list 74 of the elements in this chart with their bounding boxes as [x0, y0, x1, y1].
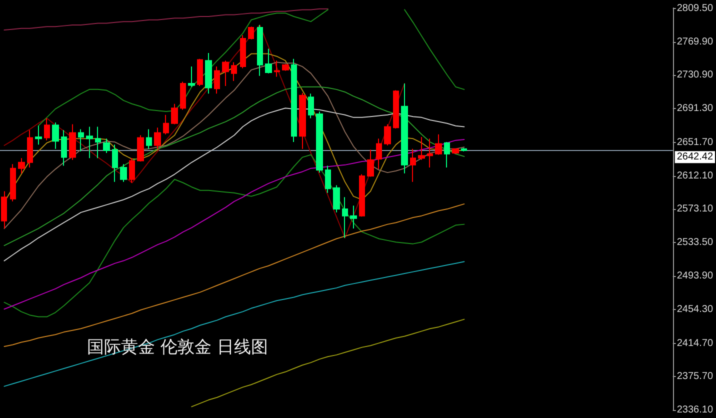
line-series: [4, 8, 328, 31]
y-tick-label: 2454.30: [676, 304, 714, 316]
candlestick: [427, 138, 433, 168]
candlestick: [325, 165, 331, 194]
candlestick: [444, 142, 450, 168]
y-tick-label: 2651.70: [676, 136, 714, 148]
candlestick: [129, 158, 135, 184]
candlestick: [163, 114, 169, 135]
candlestick: [452, 148, 459, 154]
candlestick: [154, 127, 161, 150]
line-series: [4, 108, 465, 262]
candlestick: [112, 144, 118, 182]
y-tick-label: 2375.70: [676, 370, 714, 382]
y-tick-label: 2414.70: [676, 338, 714, 349]
candlestick: [410, 148, 416, 182]
candlestick: [86, 126, 93, 159]
candlestick: [265, 48, 272, 74]
candlestick: [10, 164, 16, 202]
candlestick: [350, 205, 357, 230]
candlestick: [52, 122, 59, 150]
candlestick: [435, 134, 442, 156]
candlestick: [342, 196, 348, 238]
candlestick: [299, 92, 306, 150]
candlestick: [461, 147, 467, 152]
candlestick: [240, 34, 246, 69]
candlestick: [316, 110, 323, 174]
candlestick: [418, 136, 425, 160]
candlestick: [18, 158, 25, 174]
candlestick: [205, 52, 212, 94]
ref-line-label: 2642.42: [676, 152, 714, 163]
candlestick: [367, 149, 374, 178]
candlestick: [359, 174, 365, 218]
y-tick-label: 2336.10: [676, 404, 714, 416]
candlestick: [146, 128, 152, 150]
candlestick: [103, 138, 110, 154]
candlestick: [401, 82, 408, 174]
candlestick: [248, 26, 254, 40]
candlestick: [393, 90, 399, 129]
candlestick: [188, 66, 195, 88]
candlestick: [78, 128, 84, 152]
candlestick: [376, 138, 382, 170]
candlestick: [214, 66, 220, 94]
candlestick: [274, 60, 280, 78]
candlestick: [231, 62, 237, 82]
y-tick-label: 2493.90: [676, 270, 714, 282]
candlestick: [61, 130, 67, 166]
y-tick-label: 2533.50: [676, 237, 714, 248]
y-tick-label: 2612.10: [676, 170, 714, 182]
candlestick: [69, 124, 76, 160]
candlestick: [282, 63, 289, 72]
candlestick: [180, 81, 186, 110]
line-series: [4, 261, 465, 387]
candlestick: [35, 125, 42, 146]
candlestick: [257, 24, 263, 76]
line-series: [4, 62, 465, 230]
candlestick: [308, 93, 314, 119]
y-tick-label: 2769.90: [676, 36, 714, 48]
candlestick: [222, 60, 229, 87]
y-tick-label: 2691.30: [676, 103, 714, 114]
y-tick-label: 2573.10: [676, 203, 714, 214]
y-tick-label: 2809.50: [676, 2, 714, 14]
candlestick: [44, 118, 50, 141]
candlestick: [95, 126, 101, 159]
candlestick: [384, 124, 391, 146]
line-series: [4, 86, 465, 246]
candlestick: [120, 164, 127, 182]
candlestick: [291, 58, 297, 143]
candlestick: [171, 103, 178, 125]
y-tick-label: 2730.90: [676, 70, 714, 81]
candlestick: [137, 134, 144, 162]
candlestick: [1, 190, 7, 230]
candlestick: [27, 130, 33, 168]
candlestick: [197, 58, 203, 87]
candlestick: [333, 184, 340, 213]
